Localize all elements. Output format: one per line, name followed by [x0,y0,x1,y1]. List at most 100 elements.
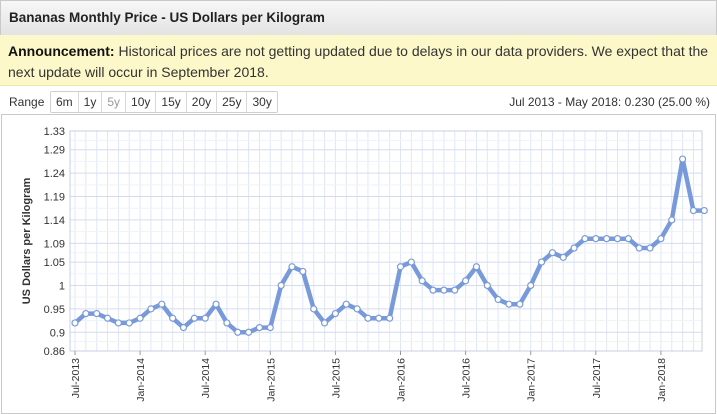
x-tick-label: Jul-2016 [461,358,473,398]
x-tick-label: Jul-2013 [70,358,82,398]
x-tick-label: Jan-2018 [656,358,668,402]
data-point[interactable] [678,155,687,163]
data-point[interactable] [603,235,611,243]
x-tick-label: Jul-2014 [200,358,212,398]
data-point[interactable] [472,263,481,271]
announcement-banner: Announcement: Historical prices are not … [0,35,717,86]
page-title: Bananas Monthly Price - US Dollars per K… [9,10,325,25]
data-point[interactable] [136,314,144,322]
data-point[interactable] [169,314,177,322]
y-tick-label: 1.14 [44,215,65,227]
data-point[interactable] [71,319,79,327]
range-summary: Jul 2013 - May 2018: 0.230 (25.00 %) [509,95,710,109]
plot-border [69,130,703,352]
data-point[interactable] [635,244,643,252]
data-point[interactable] [223,319,231,327]
data-point[interactable] [212,300,220,308]
data-point[interactable] [353,305,361,313]
data-point[interactable] [440,286,448,294]
data-point[interactable] [288,263,296,271]
data-point[interactable] [375,314,383,322]
y-tick-label: 0.9 [50,327,65,339]
range-button-30y[interactable]: 30y [247,92,277,112]
data-point[interactable] [570,244,578,252]
data-point[interactable] [689,206,698,215]
range-label: Range [9,95,45,109]
data-point[interactable] [581,235,589,243]
data-point[interactable] [299,267,307,276]
range-selector: 6m 1y 5y 10y 15y 20y 25y 30y [50,91,278,113]
x-tick-label: Jul-2015 [330,358,342,398]
data-point[interactable] [82,309,90,318]
data-point[interactable] [342,300,350,308]
data-point[interactable] [494,295,502,304]
y-tick-label: 1.19 [44,192,65,204]
data-point[interactable] [516,300,524,308]
range-button-25y[interactable]: 25y [217,92,248,112]
range-button-20y[interactable]: 20y [186,92,218,112]
range-button-6m[interactable]: 6m [51,92,79,112]
data-point[interactable] [646,244,654,252]
data-point[interactable] [125,319,133,327]
y-tick-label: 0.86 [44,346,65,358]
data-point[interactable] [407,258,415,266]
y-tick-label: 1 [59,280,65,292]
x-tick-label: Jul-2017 [591,358,603,398]
price-line-chart: 0.86 0.9 0.95 1 1.05 1.09 1.14 1.19 1.24 1.29 1.33… [21,126,708,402]
data-point[interactable] [429,286,437,294]
y-tick-label: 0.95 [44,304,65,316]
range-button-1y[interactable]: 1y [78,92,103,112]
data-point[interactable] [505,300,513,308]
title-bar: Bananas Monthly Price - US Dollars per K… [0,0,717,36]
data-point[interactable] [451,286,459,294]
data-point[interactable] [668,216,676,224]
data-point[interactable] [483,281,491,290]
data-point[interactable] [266,323,274,332]
data-point[interactable] [147,305,155,313]
data-point[interactable] [527,281,535,290]
data-point[interactable] [93,309,101,318]
range-button-5y[interactable]: 5y [102,92,127,112]
data-point[interactable] [331,309,339,318]
data-point[interactable] [462,277,470,285]
data-point[interactable] [320,319,329,327]
range-button-15y[interactable]: 15y [156,92,187,112]
data-point[interactable] [277,281,285,290]
data-point[interactable] [158,300,166,308]
x-tick-label: Jan-2017 [526,358,538,402]
data-point[interactable] [201,314,209,322]
data-point[interactable] [234,328,242,336]
x-tick-label: Jan-2014 [135,358,147,402]
data-point[interactable] [657,235,665,243]
chart-frame: 0.86 0.9 0.95 1 1.05 1.09 1.14 1.19 1.24 1.29 1.33… [1,114,716,414]
data-point[interactable] [310,305,318,313]
data-point[interactable] [255,323,264,332]
data-point[interactable] [559,253,567,261]
y-tick-label: 1.29 [44,145,65,157]
data-point[interactable] [624,235,632,243]
announcement-label: Announcement: [8,43,115,59]
data-point[interactable] [613,235,622,243]
range-button-10y[interactable]: 10y [126,92,157,112]
announcement-text-block: Announcement: Historical prices are not … [8,41,713,83]
data-point[interactable] [386,314,394,322]
data-point[interactable] [418,277,426,285]
y-tick-label: 1.24 [44,168,65,180]
y-tick-label: 1.09 [44,238,65,250]
y-tick-label: 1.05 [44,257,65,269]
x-tick-label: Jan-2016 [396,358,408,402]
y-axis-label: US Dollars per Kilogram [21,178,33,305]
data-point[interactable] [114,319,123,327]
x-tick-label: Jan-2015 [265,358,277,402]
data-point[interactable] [592,235,600,243]
data-point[interactable] [548,249,557,257]
data-point[interactable] [364,314,372,322]
data-point[interactable] [537,258,546,266]
data-point[interactable] [103,314,112,322]
data-point[interactable] [245,328,253,336]
data-point[interactable] [190,314,198,322]
data-point[interactable] [396,263,405,271]
data-point[interactable] [700,206,708,215]
data-point[interactable] [179,323,188,332]
y-tick-label: 1.33 [44,126,65,138]
